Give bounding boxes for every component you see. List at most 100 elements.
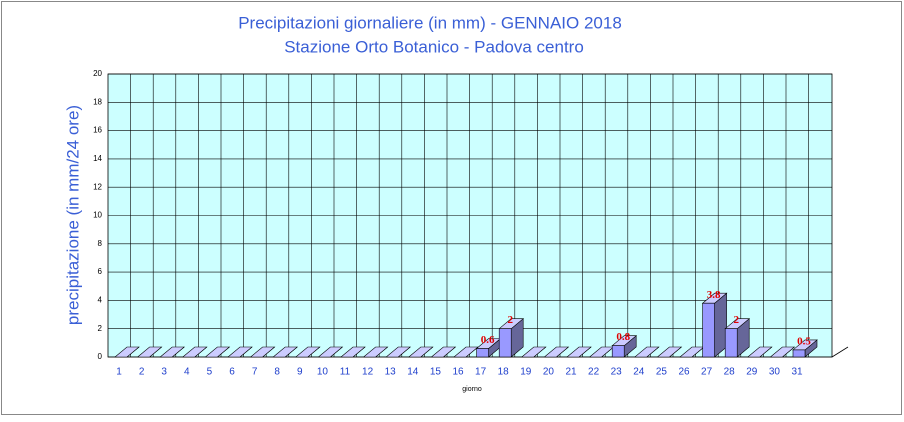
y-tick-label: 10 — [93, 211, 102, 220]
x-tick-label: 6 — [229, 367, 235, 378]
y-tick-label: 12 — [93, 182, 102, 191]
bar-face — [362, 346, 389, 358]
bar — [227, 346, 253, 358]
bar — [136, 346, 163, 358]
bar — [701, 292, 728, 358]
floor-edge — [831, 346, 849, 358]
bar — [633, 346, 660, 358]
bar-face — [114, 346, 140, 358]
x-tick-label: 10 — [317, 367, 329, 378]
y-tick-label: 4 — [98, 296, 103, 305]
x-tick-label: 8 — [274, 367, 280, 378]
bar — [792, 339, 818, 358]
value-label: 0.5 — [797, 335, 811, 347]
x-tick-label: 13 — [385, 367, 397, 378]
x-axis-label: giorno — [462, 386, 482, 393]
value-label: 3.8 — [707, 289, 721, 301]
bar-face — [498, 328, 512, 358]
x-tick-label: 4 — [184, 367, 190, 378]
bar — [430, 346, 457, 358]
x-tick-label: 28 — [724, 367, 736, 378]
bar-face — [724, 328, 738, 358]
y-tick-label: 18 — [93, 97, 102, 106]
value-label: 2 — [507, 314, 513, 326]
bar-face — [204, 346, 231, 358]
bar-face — [340, 346, 366, 358]
x-tick-label: 22 — [588, 367, 600, 378]
chart-subtitle: Stazione Orto Botanico - Padova centro — [284, 37, 584, 56]
bar — [385, 346, 412, 358]
y-axis-label: precipitazione (in mm/24 ore) — [63, 105, 82, 325]
bar — [159, 346, 186, 358]
x-tick-label: 5 — [207, 367, 213, 378]
bar-face — [181, 346, 208, 358]
bar-face — [272, 346, 299, 358]
x-tick-label: 12 — [362, 367, 374, 378]
bar — [769, 346, 796, 358]
bar-face — [476, 348, 489, 358]
y-tick-label: 8 — [98, 239, 103, 248]
bar-face — [317, 346, 344, 358]
bar — [340, 346, 366, 358]
x-tick-label: 27 — [701, 367, 713, 378]
chart-title: Precipitazioni giornaliere (in mm) - GEN… — [238, 13, 622, 32]
y-tick-label: 6 — [98, 267, 103, 276]
bar-face — [714, 292, 727, 358]
bar — [566, 346, 592, 358]
bar — [181, 346, 208, 358]
bar-face — [792, 349, 806, 358]
x-tick-label: 1 — [116, 367, 122, 378]
bar-face — [136, 346, 163, 358]
y-tick-label: 14 — [93, 154, 102, 163]
bar-face — [566, 346, 592, 358]
bar — [272, 346, 299, 358]
bar-face — [520, 346, 547, 358]
x-tick-label: 2 — [139, 367, 145, 378]
x-tick-label: 15 — [430, 367, 442, 378]
bar — [114, 346, 140, 358]
x-tick-label: 29 — [746, 367, 758, 378]
bar-face — [159, 346, 186, 358]
bar-face — [633, 346, 660, 358]
bar — [317, 346, 344, 358]
bar — [611, 335, 638, 358]
x-tick-label: 7 — [252, 367, 258, 378]
bar-face — [430, 346, 457, 358]
value-label: 2 — [733, 314, 739, 326]
bar-face — [294, 346, 321, 358]
x-tick-label: 19 — [520, 367, 532, 378]
bar — [362, 346, 389, 358]
bar — [746, 346, 773, 358]
x-tick-label: 23 — [611, 367, 623, 378]
x-tick-label: 31 — [791, 367, 803, 378]
bar — [498, 318, 525, 358]
x-tick-label: 24 — [633, 367, 645, 378]
bar-face — [656, 346, 683, 358]
bar-face — [746, 346, 773, 358]
bar — [543, 346, 570, 358]
bar-face — [385, 346, 412, 358]
bar-face — [543, 346, 570, 358]
x-tick-label: 20 — [543, 367, 555, 378]
bar-face — [702, 302, 715, 358]
bar-face — [249, 346, 276, 358]
bar-face — [227, 346, 253, 358]
bar — [656, 346, 683, 358]
x-tick-label: 30 — [769, 367, 781, 378]
y-tick-label: 2 — [98, 324, 103, 333]
x-tick-label: 25 — [656, 367, 668, 378]
bar — [249, 346, 276, 358]
bar-face — [611, 345, 625, 358]
y-tick-label: 0 — [98, 352, 103, 361]
x-tick-label: 17 — [475, 367, 487, 378]
bar — [204, 346, 231, 358]
bar-face — [769, 346, 796, 358]
x-tick-label: 11 — [340, 367, 351, 378]
y-tick-label: 20 — [93, 69, 102, 78]
y-tick-label: 16 — [93, 126, 102, 135]
x-tick-label: 26 — [678, 367, 690, 378]
x-tick-label: 9 — [297, 367, 303, 378]
bar — [294, 346, 321, 358]
value-label: 0.6 — [481, 334, 495, 346]
